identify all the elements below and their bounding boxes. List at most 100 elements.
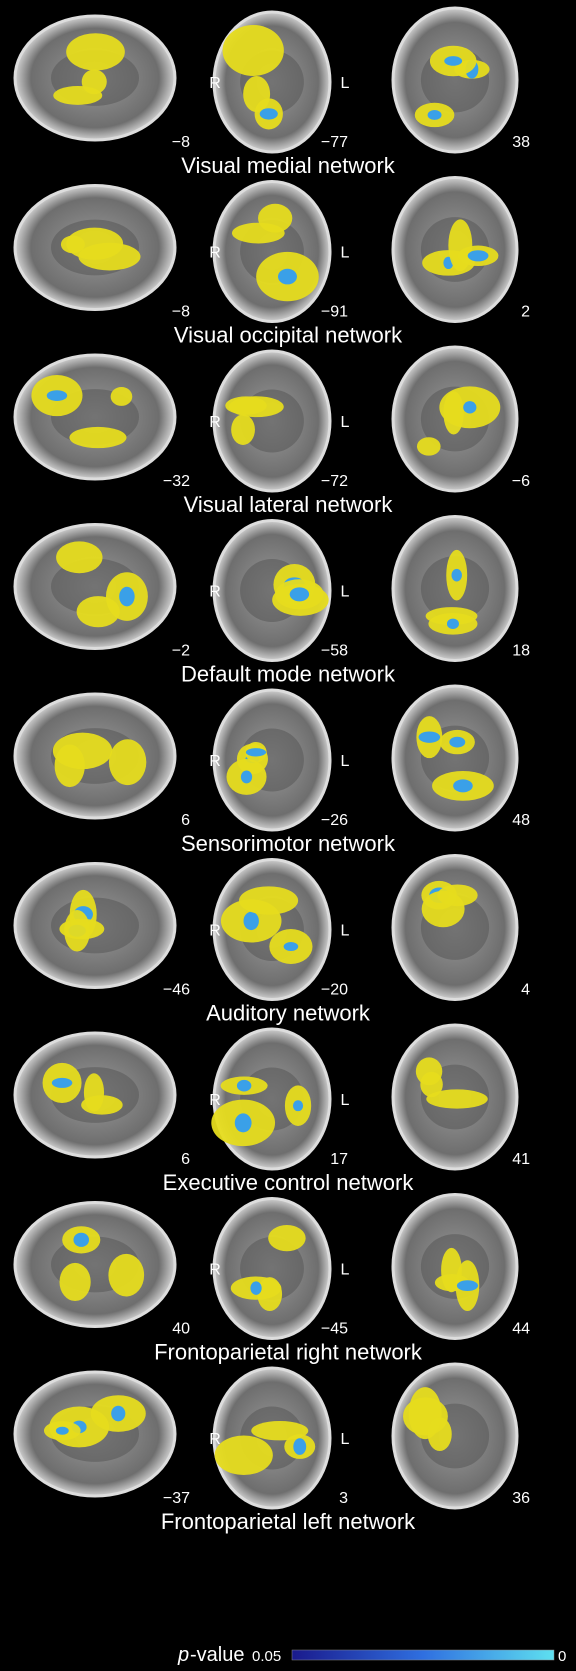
legend-max: 0: [558, 1648, 566, 1665]
activation-sig: [73, 1233, 89, 1247]
slice-number: −8: [172, 304, 190, 321]
activation-sig: [235, 1113, 252, 1132]
network-title: Frontoparietal left network: [161, 1509, 416, 1534]
activation-sig: [119, 587, 135, 607]
activation: [215, 1435, 273, 1475]
network-title: Sensorimotor network: [181, 831, 396, 856]
slice-number: 2: [521, 304, 530, 321]
slice-number: 17: [330, 1151, 348, 1168]
activation-sig: [241, 770, 252, 783]
slice-number: 44: [512, 1321, 530, 1338]
legend-italic: p: [177, 1644, 189, 1666]
activation-sig: [244, 912, 259, 930]
slice-number: 4: [521, 982, 530, 999]
orientation-right: R: [209, 1092, 221, 1109]
activation-sig: [278, 269, 297, 285]
slice-number: 6: [181, 1151, 190, 1168]
activation: [53, 86, 102, 105]
activation-sig: [290, 587, 309, 601]
activation-sig: [56, 1427, 69, 1435]
slice-number: −46: [163, 982, 190, 999]
legend-colorbar: [292, 1650, 554, 1660]
orientation-right: R: [209, 75, 221, 92]
slice-number: −20: [321, 982, 348, 999]
activation-sig: [447, 619, 459, 629]
activation-sig: [449, 737, 465, 748]
activation: [84, 1073, 104, 1111]
legend-min: 0.05: [252, 1648, 281, 1665]
slice-number: −32: [163, 473, 190, 490]
slice-number: 36: [512, 1490, 530, 1507]
slice-number: −77: [321, 134, 348, 151]
legend-label: -value: [190, 1644, 244, 1666]
activation: [428, 1417, 452, 1451]
slice-number: 40: [172, 1321, 190, 1338]
slice-number: 3: [339, 1490, 348, 1507]
activation-sig: [428, 110, 442, 120]
network-title: Frontoparietal right network: [154, 1340, 423, 1365]
activation: [223, 25, 284, 76]
orientation-left: L: [341, 414, 350, 431]
orientation-left: L: [341, 75, 350, 92]
activation: [229, 396, 284, 417]
slice-number: −8: [172, 134, 190, 151]
activation-sig: [284, 942, 299, 951]
orientation-right: R: [209, 923, 221, 940]
orientation-left: L: [341, 1092, 350, 1109]
activation: [53, 733, 112, 769]
slice-number: −45: [321, 1321, 348, 1338]
activation: [258, 204, 292, 233]
orientation-left: L: [341, 923, 350, 940]
slice-number: −26: [321, 812, 348, 829]
orientation-left: L: [341, 1262, 350, 1279]
orientation-left: L: [341, 1431, 350, 1448]
activation-sig: [444, 56, 462, 66]
slice-number: −91: [321, 304, 348, 321]
slice-number: 41: [512, 1151, 530, 1168]
activation: [59, 919, 104, 939]
activation: [66, 33, 125, 70]
activation: [416, 1057, 442, 1085]
activation: [417, 437, 441, 455]
slice-number: 38: [512, 134, 530, 151]
activation: [426, 1089, 487, 1108]
slice-number: 6: [181, 812, 190, 829]
orientation-left: L: [341, 753, 350, 770]
activation-sig: [453, 779, 473, 792]
network-title: Auditory network: [206, 1001, 371, 1026]
orientation-right: R: [209, 1431, 221, 1448]
activation-sig: [111, 1406, 125, 1422]
activation-sig: [468, 250, 489, 261]
activation: [108, 1254, 144, 1297]
slice-number: −72: [321, 473, 348, 490]
network-title: Visual occipital network: [174, 323, 403, 348]
activation-sig: [419, 731, 441, 742]
activation-sig: [52, 1078, 72, 1088]
orientation-right: R: [209, 1262, 221, 1279]
orientation-left: L: [341, 584, 350, 601]
activation: [109, 739, 146, 785]
activation: [422, 891, 465, 927]
activation: [59, 1263, 90, 1301]
slice-number: −58: [321, 643, 348, 660]
activation-sig: [457, 1280, 478, 1291]
slice-number: −2: [172, 643, 190, 660]
slice-number: 48: [512, 812, 530, 829]
orientation-left: L: [341, 245, 350, 262]
figure: p -value 0.05 0 R L −8 −77 38 Visual medial n…: [0, 0, 576, 1671]
network-title: Visual medial network: [181, 153, 396, 178]
activation-sig: [293, 1100, 303, 1111]
activation: [268, 1225, 305, 1251]
activation-sig: [260, 108, 278, 119]
activation-sig: [47, 390, 67, 401]
activation: [251, 1421, 308, 1440]
activation: [231, 414, 255, 445]
activation: [111, 387, 133, 406]
network-title: Visual lateral network: [184, 492, 394, 517]
orientation-right: R: [209, 584, 221, 601]
slice-number: −6: [512, 473, 530, 490]
orientation-right: R: [209, 245, 221, 262]
activation-sig: [463, 401, 476, 413]
orientation-right: R: [209, 753, 221, 770]
network-title: Executive control network: [163, 1170, 415, 1195]
